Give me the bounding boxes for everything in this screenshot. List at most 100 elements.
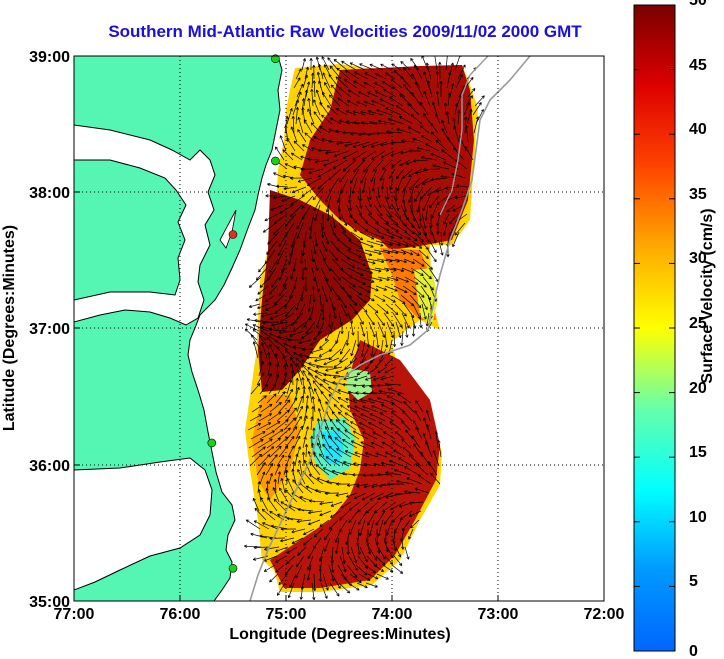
velocity-vector: [311, 396, 316, 413]
velocity-vector: [321, 56, 330, 71]
velocity-vector: [293, 435, 301, 449]
velocity-vector: [258, 258, 270, 273]
velocity-vector: [414, 64, 423, 80]
velocity-vector: [314, 159, 330, 164]
velocity-vector: [278, 267, 286, 281]
velocity-vector: [354, 71, 369, 80]
velocity-vector: [269, 312, 286, 320]
velocity-vector: [344, 450, 361, 458]
velocity-vector: [441, 128, 451, 143]
velocity-vector: [268, 384, 276, 395]
velocity-vector: [358, 132, 376, 137]
velocity-vector: [420, 240, 429, 250]
velocity-vector: [346, 492, 358, 498]
velocity-vector: [319, 501, 334, 506]
velocity-vector: [280, 477, 286, 494]
velocity-vector: [325, 150, 341, 155]
velocity-vector: [369, 63, 384, 71]
velocity-vector: [344, 412, 359, 422]
velocity-vector: [294, 91, 302, 107]
velocity-vector: [372, 431, 387, 440]
velocity-vector: [301, 377, 306, 395]
velocity-vector: [441, 149, 456, 161]
velocity-vector: [316, 312, 322, 329]
velocity-vector: [455, 184, 469, 188]
velocity-vector: [398, 457, 413, 467]
velocity-vector: [424, 441, 433, 458]
velocity-vector: [320, 390, 331, 404]
velocity-vector: [379, 412, 395, 422]
velocity-vector: [370, 441, 385, 449]
velocity-vector: [300, 167, 315, 172]
velocity-vector: [410, 114, 423, 125]
velocity-vector: [355, 391, 369, 395]
velocity-vector: [422, 432, 430, 449]
velocity-vector: [441, 119, 448, 134]
velocity-vector: [339, 510, 350, 521]
velocity-vector: [307, 510, 323, 515]
velocity-vector: [353, 462, 368, 467]
velocity-vector: [365, 537, 372, 555]
velocity-vector: [464, 124, 469, 143]
velocity-vector: [339, 339, 348, 355]
velocity-vector: [322, 573, 329, 591]
velocity-vector: [390, 141, 406, 145]
velocity-vector: [260, 446, 275, 458]
velocity-vector: [267, 231, 280, 245]
velocity-vector: [350, 546, 358, 564]
velocity-vector: [418, 204, 422, 222]
velocity-vector: [314, 204, 321, 222]
velocity-vector: [453, 125, 460, 143]
velocity-vector: [356, 101, 368, 107]
velocity-vector: [394, 303, 407, 317]
velocity-vector: [260, 497, 269, 512]
velocity-vector: [372, 159, 384, 172]
velocity-vector: [464, 76, 474, 89]
velocity-vector: [348, 285, 362, 296]
velocity-vector: [321, 303, 325, 321]
velocity-vector: [371, 483, 387, 489]
velocity-vector: [278, 399, 291, 413]
velocity-vector: [368, 321, 376, 338]
velocity-vector: [323, 373, 341, 377]
velocity-vector: [252, 341, 259, 359]
velocity-vector: [311, 582, 316, 601]
colorbar-tick-label: 25: [689, 315, 707, 332]
velocity-vector: [358, 573, 371, 581]
velocity-vector: [269, 401, 282, 413]
velocity-vector: [356, 537, 361, 556]
velocity-vector: [325, 480, 342, 485]
velocity-vector: [321, 240, 328, 252]
velocity-vector: [403, 67, 414, 80]
velocity-vector: [334, 528, 342, 544]
velocity-vector: [398, 116, 414, 125]
velocity-vector: [293, 351, 304, 359]
velocity-vector: [284, 349, 295, 359]
velocity-vector: [346, 564, 358, 578]
velocity-vector: [305, 81, 311, 98]
velocity-vector: [393, 468, 411, 476]
velocity-vector: [308, 222, 313, 240]
velocity-vector: [411, 321, 416, 337]
velocity-vector: [264, 294, 276, 303]
velocity-vector: [325, 401, 334, 413]
velocity-vector: [272, 195, 287, 200]
velocity-vector: [443, 213, 450, 225]
velocity-vector: [404, 466, 420, 476]
velocity-vector: [360, 121, 378, 125]
velocity-vector: [400, 249, 414, 256]
velocity-vector: [310, 435, 314, 449]
velocity-vector: [419, 125, 430, 134]
velocity-vector: [301, 195, 314, 209]
velocity-vector: [313, 258, 319, 272]
velocity-vector: [361, 384, 375, 388]
velocity-vector: [271, 276, 280, 288]
velocity-vector: [439, 81, 443, 97]
velocity-vector: [290, 231, 298, 248]
velocity-vector: [366, 195, 372, 208]
velocity-vector: [297, 177, 313, 183]
lon-tick-label: 72:00: [584, 606, 625, 623]
velocity-vector: [312, 427, 316, 440]
velocity-vector: [333, 357, 349, 368]
velocity-vector: [301, 58, 307, 71]
